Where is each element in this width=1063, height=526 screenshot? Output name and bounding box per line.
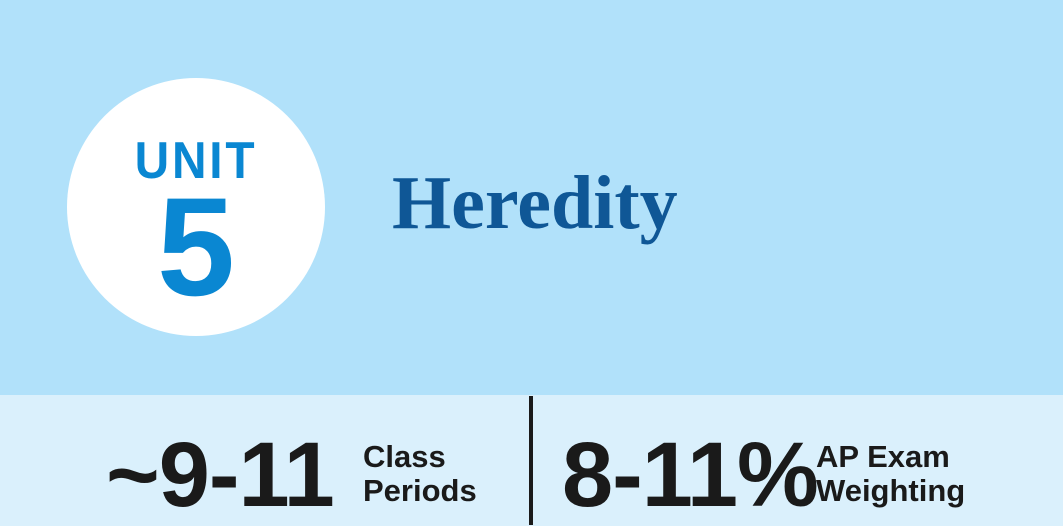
exam-weighting-value: 8-11% xyxy=(562,424,819,526)
class-periods-label: Class Periods xyxy=(363,440,477,508)
class-periods-label-line2: Periods xyxy=(363,473,477,508)
exam-weighting-label-line2: Weighting xyxy=(816,473,966,508)
stats-divider xyxy=(529,396,533,525)
exam-weighting-label: AP Exam Weighting xyxy=(816,440,965,508)
unit-header-band: UNIT 5 Heredity xyxy=(0,0,1063,395)
class-periods-label-line1: Class xyxy=(363,439,446,474)
exam-weighting-label-line1: AP Exam xyxy=(816,439,950,474)
class-periods-value: ~9-11 xyxy=(106,424,335,526)
unit-number: 5 xyxy=(157,168,235,325)
unit-label: UNIT xyxy=(134,132,258,190)
unit-title: Heredity xyxy=(392,161,678,245)
unit-badge: UNIT 5 xyxy=(67,78,325,336)
